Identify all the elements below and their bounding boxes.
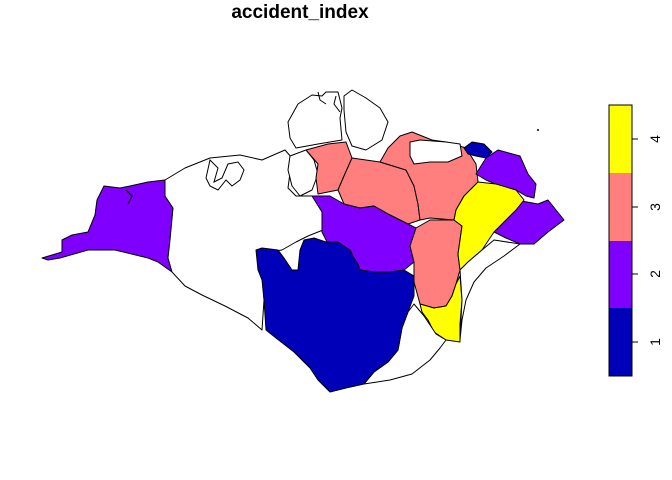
region-west-wight[interactable]: [41, 179, 174, 273]
region-cowes-north-east[interactable]: [343, 89, 389, 151]
legend-tick-1: 1: [647, 338, 663, 346]
legend-swatch-2: [609, 240, 632, 308]
region-south-navy[interactable]: [255, 237, 415, 393]
legend-tick-3: 3: [647, 203, 663, 211]
legend-swatch-1: [609, 308, 632, 376]
region-north-east-white[interactable]: [409, 139, 463, 165]
legend-swatch-4: [609, 105, 632, 173]
estuary-lines: [125, 91, 341, 205]
map-dot: [537, 129, 539, 131]
region-cowes-north[interactable]: [287, 91, 343, 149]
region-ryde-navy[interactable]: [463, 141, 493, 159]
region-north-west[interactable]: [164, 149, 329, 331]
legend-tick-4: 4: [647, 135, 663, 143]
region-east-yellow[interactable]: [453, 181, 525, 271]
map-title: accident_index: [231, 2, 369, 23]
legend-tick-2: 2: [647, 270, 663, 278]
region-east-coast-white[interactable]: [459, 239, 521, 341]
legend-swatch-3: [609, 173, 632, 241]
region-east-purple-top[interactable]: [475, 149, 537, 199]
legend: 1 2 3 4: [608, 104, 663, 377]
